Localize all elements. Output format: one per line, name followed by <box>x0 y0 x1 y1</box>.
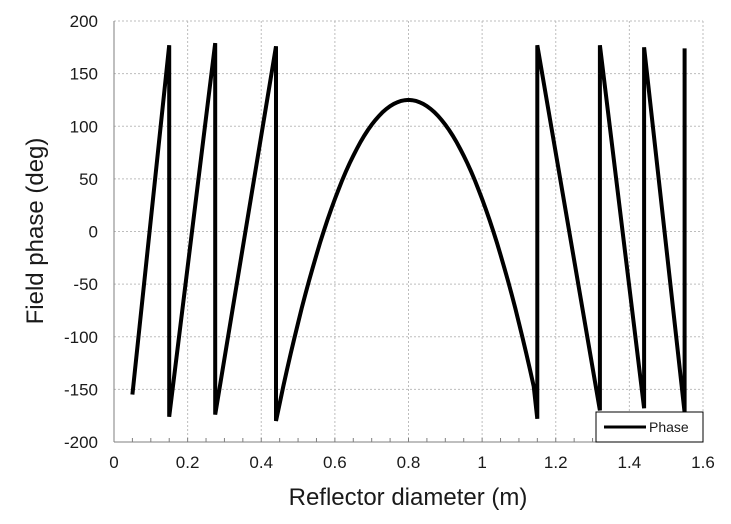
y-tick-label: 200 <box>70 12 98 31</box>
y-tick-label: 50 <box>79 170 98 189</box>
y-tick-label: 150 <box>70 65 98 84</box>
y-tick-label: -150 <box>64 380 98 399</box>
data-series <box>130 42 687 422</box>
grid-lines <box>113 20 704 443</box>
x-tick-label: 1.4 <box>618 453 642 472</box>
x-axis-title: Reflector diameter (m) <box>289 484 528 511</box>
x-tick-label: 1 <box>477 453 486 472</box>
legend: Phase <box>595 411 704 443</box>
x-tick-label: 1.2 <box>544 453 568 472</box>
y-tick-label: 100 <box>70 117 98 136</box>
series-line-phase <box>130 42 687 422</box>
x-tick-label: 0.6 <box>323 453 347 472</box>
y-tick-label: -200 <box>64 433 98 452</box>
y-tick-label: 0 <box>89 223 98 242</box>
y-tick-label: -100 <box>64 328 98 347</box>
y-axis-title: Field phase (deg) <box>22 138 49 325</box>
x-tick-label: 1.6 <box>691 453 715 472</box>
x-tick-label: 0.8 <box>397 453 421 472</box>
x-tick-label: 0.2 <box>176 453 200 472</box>
y-tick-labels: 200 150 100 50 0 -50 -100 -150 -200 <box>64 12 98 452</box>
x-tick-label: 0 <box>109 453 118 472</box>
legend-label-phase: Phase <box>649 419 689 435</box>
y-tick-label: -50 <box>73 275 98 294</box>
x-tick-label: 0.4 <box>249 453 273 472</box>
x-tick-labels: 0 0.2 0.4 0.6 0.8 1 1.2 1.4 1.6 <box>109 453 715 472</box>
